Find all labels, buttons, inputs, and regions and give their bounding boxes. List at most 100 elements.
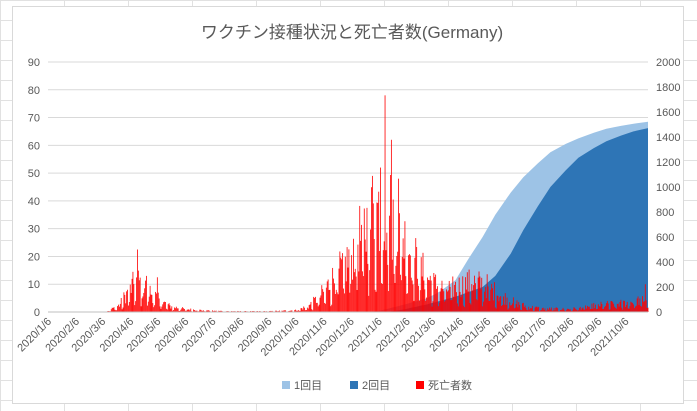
death-bar <box>575 309 577 312</box>
death-bar <box>601 304 603 312</box>
death-bar <box>584 309 586 312</box>
death-bar <box>430 280 432 312</box>
death-bar <box>321 285 323 312</box>
death-bar <box>555 307 557 312</box>
death-bar <box>110 309 112 312</box>
death-bar <box>421 276 423 312</box>
death-bar <box>351 255 353 312</box>
death-bar <box>585 305 587 312</box>
death-bar <box>175 308 176 312</box>
death-bar <box>295 309 296 312</box>
death-bar <box>390 174 391 312</box>
right-axis-tick-label: 1600 <box>656 107 680 119</box>
death-bar <box>588 306 590 312</box>
death-bar <box>493 282 495 312</box>
death-bar <box>129 284 131 312</box>
death-bar <box>392 199 394 312</box>
death-bar <box>625 306 626 312</box>
death-bar <box>200 309 202 312</box>
death-bar <box>644 284 646 312</box>
death-bar <box>134 305 136 312</box>
death-bar <box>465 277 466 312</box>
death-bar <box>432 301 434 312</box>
death-bar <box>332 267 334 312</box>
death-bar <box>206 309 208 312</box>
death-bar <box>343 288 344 312</box>
death-bar <box>440 288 442 312</box>
death-bar <box>335 289 337 312</box>
death-bar <box>305 310 306 312</box>
death-bar <box>285 310 287 312</box>
death-bar <box>568 309 570 312</box>
death-bar <box>438 302 440 312</box>
legend-label: 2回目 <box>362 379 390 392</box>
death-bar <box>393 273 395 312</box>
death-bar <box>218 310 220 312</box>
death-bar <box>299 310 301 312</box>
death-bar <box>454 284 456 312</box>
death-bar <box>640 305 642 312</box>
right-axis-tick-label: 800 <box>656 207 674 219</box>
death-bar <box>446 291 448 312</box>
death-bar <box>499 297 501 312</box>
death-bar <box>172 310 174 312</box>
death-bar <box>376 202 378 312</box>
death-bar <box>523 306 525 312</box>
death-bar <box>409 254 410 312</box>
death-bar <box>621 307 623 312</box>
death-bar <box>312 310 314 312</box>
death-bar <box>482 306 484 312</box>
death-bar <box>202 310 203 312</box>
death-bar <box>504 293 506 312</box>
death-bar <box>358 271 360 312</box>
death-bar <box>275 310 277 312</box>
death-bar <box>616 303 618 312</box>
death-bar <box>334 283 335 312</box>
death-bar <box>593 303 595 312</box>
death-bar <box>379 251 381 312</box>
death-bar <box>322 289 324 312</box>
death-bar <box>480 289 482 312</box>
death-bar <box>410 277 412 312</box>
death-bar <box>296 310 298 312</box>
death-bar <box>630 301 632 312</box>
death-bar <box>138 280 140 312</box>
death-bar <box>137 270 139 312</box>
death-bar <box>284 310 286 312</box>
death-bar <box>348 249 350 312</box>
death-bar <box>269 310 271 312</box>
death-bar <box>313 296 315 312</box>
death-bar <box>189 310 191 312</box>
death-bar <box>564 310 566 312</box>
death-bar <box>546 310 548 312</box>
death-bar <box>445 300 446 312</box>
death-bar <box>531 308 532 312</box>
death-bar <box>196 310 198 312</box>
death-bar <box>639 298 641 312</box>
death-bar <box>212 310 213 312</box>
death-bar <box>175 306 177 312</box>
death-bar <box>339 251 341 312</box>
series-deaths <box>106 95 649 312</box>
death-bar <box>309 304 311 312</box>
death-bar <box>491 283 493 312</box>
death-bar <box>550 309 551 312</box>
death-bar <box>461 294 463 312</box>
death-bar <box>415 238 417 312</box>
death-bar <box>453 296 455 312</box>
left-axis-tick-label: 10 <box>28 279 40 291</box>
death-bar <box>173 309 175 312</box>
death-bar <box>184 308 185 312</box>
death-bar <box>164 301 165 312</box>
death-bar <box>572 309 574 312</box>
death-bar <box>199 309 201 312</box>
death-bar <box>153 307 155 312</box>
death-bar <box>428 280 430 312</box>
death-bar <box>327 279 329 312</box>
death-bar <box>120 297 122 312</box>
death-bar <box>515 303 517 312</box>
death-bar <box>341 259 343 312</box>
death-bar <box>408 255 409 312</box>
death-bar <box>435 274 437 312</box>
death-bar <box>165 302 166 312</box>
